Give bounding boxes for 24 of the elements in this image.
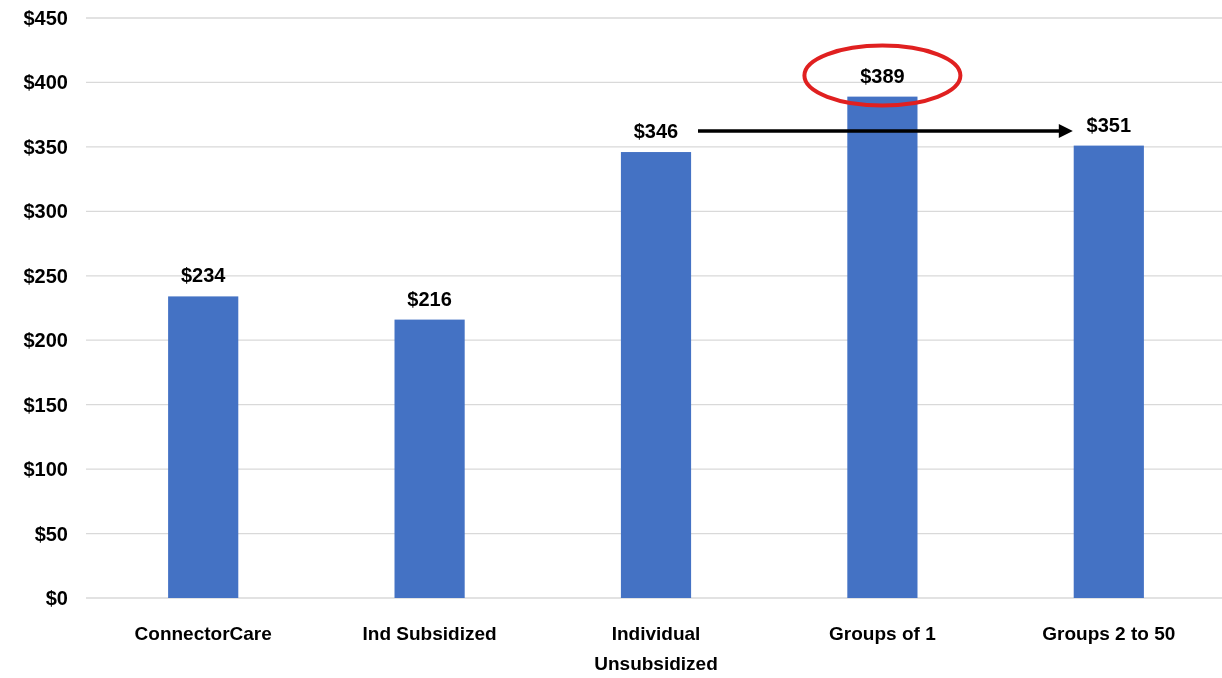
x-tick-label: Ind Subsidized bbox=[362, 623, 497, 644]
x-tick-label: ConnectorCare bbox=[134, 623, 272, 644]
y-tick-label: $100 bbox=[23, 458, 68, 481]
data-label: $346 bbox=[633, 120, 679, 143]
y-tick-label: $250 bbox=[23, 264, 68, 287]
bar bbox=[620, 152, 692, 598]
data-label: $216 bbox=[407, 287, 452, 310]
y-tick-label: $300 bbox=[23, 200, 68, 223]
y-tick-label: $0 bbox=[45, 587, 68, 609]
bar bbox=[168, 296, 239, 598]
bar bbox=[1073, 145, 1144, 598]
y-tick-label: $150 bbox=[23, 393, 68, 416]
y-tick-label: $400 bbox=[23, 71, 68, 94]
x-tick-label: Groups 2 to 50 bbox=[1042, 623, 1176, 644]
data-label: $234 bbox=[180, 264, 227, 287]
y-tick-label: $350 bbox=[23, 135, 68, 158]
y-tick-label: $200 bbox=[23, 329, 68, 352]
data-label: $389 bbox=[860, 64, 905, 87]
x-tick-label: Individual Unsubsidized bbox=[594, 623, 718, 674]
bar bbox=[394, 319, 465, 598]
y-tick-label: $450 bbox=[23, 7, 68, 29]
x-tick-label: Groups of 1 bbox=[829, 623, 937, 644]
y-tick-label: $50 bbox=[34, 522, 68, 545]
data-label: $351 bbox=[1086, 113, 1132, 136]
